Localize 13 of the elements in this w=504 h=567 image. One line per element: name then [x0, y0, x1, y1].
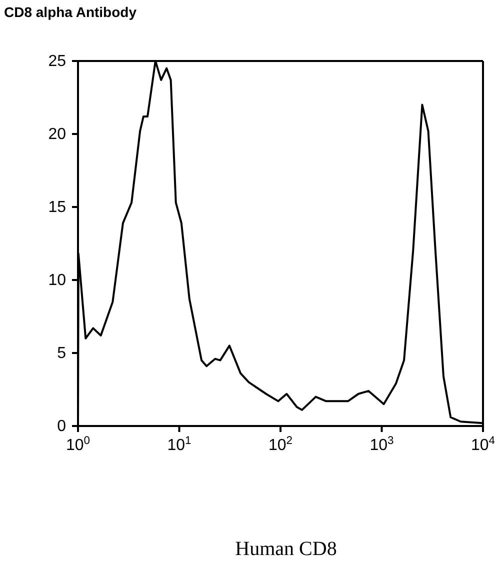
- y-tick-label: 10: [48, 272, 66, 289]
- x-tick-label: 10$^{1}$: [167, 435, 192, 454]
- y-tick-label: 20: [48, 126, 66, 143]
- y-tick-label: 5: [57, 345, 66, 362]
- chart-title: CD8 alpha Antibody: [4, 4, 136, 20]
- y-tick-label: 0: [57, 418, 66, 435]
- x-tick-label: 10$^{2}$: [268, 435, 293, 454]
- x-tick-label: 10$^{0}$: [66, 435, 90, 454]
- y-tick-label: 15: [48, 199, 66, 216]
- x-tick-label: 10$^{3}$: [370, 435, 394, 454]
- x-tick-label: 10$^{4}$: [470, 435, 496, 454]
- x-axis-title: Human CD8: [234, 538, 338, 561]
- y-tick-label: 25: [48, 53, 66, 70]
